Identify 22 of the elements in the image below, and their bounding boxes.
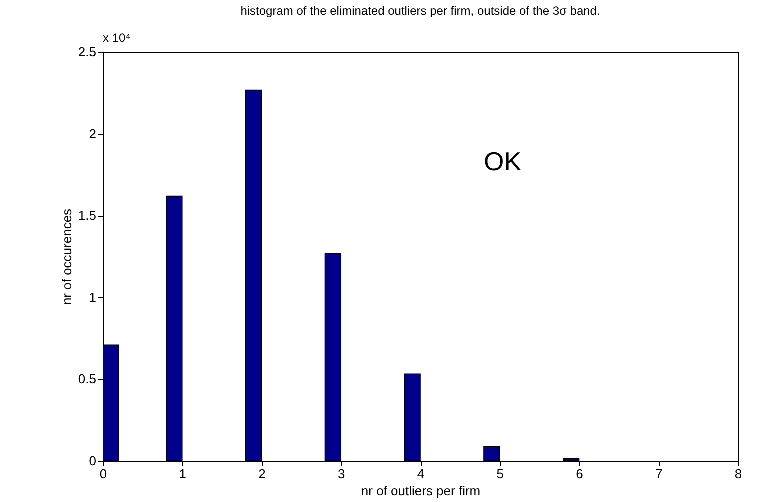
x-tick-label: 3 [338, 466, 346, 482]
x-tick-label: 5 [496, 466, 504, 482]
x-tick-label: 8 [734, 466, 742, 482]
y-tick-label: 0.5 [78, 372, 96, 387]
x-tick-label: 1 [179, 466, 186, 482]
x-tick-label: 6 [576, 466, 584, 482]
x-tick-label: 2 [258, 466, 266, 482]
chart-title: histogram of the eliminated outliers per firm, outside of the 3σ band. [240, 4, 600, 18]
x-axis-title: nr of outliers per firm [361, 484, 481, 498]
x-tick-label: 0 [100, 466, 108, 482]
annotation: OK [484, 146, 522, 176]
text: x 10⁴ [103, 31, 131, 45]
x-tick-label: 4 [417, 466, 425, 482]
y-tick-label: 2 [89, 126, 96, 142]
y-tick-label: 1 [89, 290, 96, 305]
y-tick-label: 1.5 [78, 208, 96, 224]
bar [245, 90, 262, 461]
x-tick-label: 7 [656, 466, 663, 482]
y-tick-label: 2.5 [78, 44, 96, 60]
bar [404, 374, 421, 461]
y-tick-label: 0 [89, 454, 96, 468]
y-axis-title: nr of occurences [59, 208, 74, 306]
